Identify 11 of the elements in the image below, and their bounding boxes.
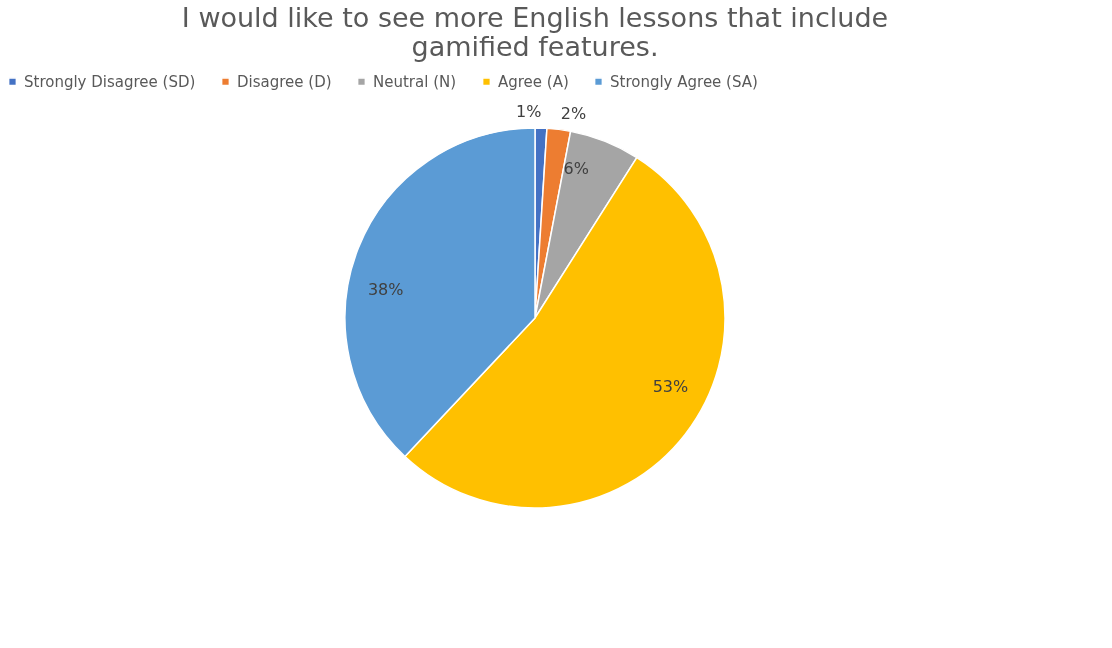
data-label: 38% bbox=[367, 279, 404, 299]
data-label: 1% bbox=[516, 102, 542, 122]
data-label: 6% bbox=[563, 158, 589, 178]
legend-label: Neutral (N) bbox=[373, 72, 457, 91]
legend-label: Agree (A) bbox=[498, 72, 569, 91]
legend-label: Disagree (D) bbox=[237, 72, 332, 91]
legend-label: Strongly Agree (SA) bbox=[610, 72, 758, 91]
data-label: 53% bbox=[652, 377, 689, 397]
legend-label: Strongly Disagree (SD) bbox=[24, 72, 196, 91]
chart-title: I would like to see more English lessons that include gamified features. bbox=[181, 2, 889, 62]
data-label: 2% bbox=[560, 103, 587, 123]
